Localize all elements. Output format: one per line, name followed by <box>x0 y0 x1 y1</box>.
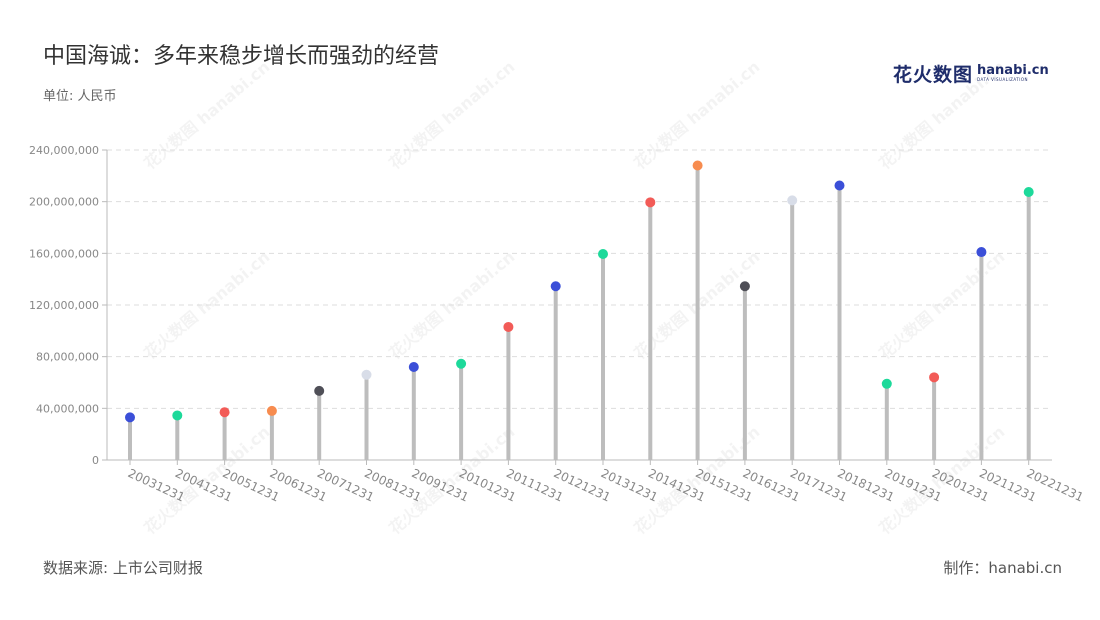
lollipop-dot <box>125 412 135 423</box>
lollipop-dot <box>503 321 514 332</box>
chart-title: 中国海诚：多年来稳步增长而强劲的经营 <box>43 44 440 69</box>
y-tick-label: 0 <box>92 454 99 467</box>
lollipop-dot <box>361 369 372 380</box>
y-axis: 0 40,000,000 80,000,000 120,000,000 160,000,… <box>29 144 108 467</box>
y-tick-label: 120,000,000 <box>29 299 99 312</box>
lollipop-dot <box>881 378 892 389</box>
y-tick-label: 160,000,000 <box>29 247 99 260</box>
maker-label: 制作：hanabi.cn <box>943 559 1062 577</box>
watermark-text: 花火数图 hanabi.cn <box>140 57 273 173</box>
lollipop-dot <box>976 247 987 258</box>
lollipop-dot <box>692 160 703 171</box>
data-marks <box>125 160 1034 460</box>
lollipop-dot <box>598 248 608 259</box>
lollipop-dot <box>219 407 230 418</box>
lollipop-dot <box>456 358 467 369</box>
unit-label: 单位: 人民币 <box>43 89 117 104</box>
lollipop-dot <box>314 385 325 396</box>
brand-en-block: hanabi.cn DATA VISUALIZATION <box>977 64 1049 83</box>
y-tick-label: 80,000,000 <box>36 351 99 364</box>
y-tick-label: 240,000,000 <box>29 144 99 157</box>
brand-en-text: hanabi.cn <box>977 63 1049 78</box>
lollipop-dot <box>787 195 798 206</box>
grid-lines <box>107 149 1052 409</box>
watermark-text: 花火数图 hanabi.cn <box>385 422 518 538</box>
source-label: 数据来源: 上市公司财报 <box>43 559 203 577</box>
lollipop-dot <box>172 410 183 421</box>
lollipop-dot <box>929 372 940 383</box>
watermark-text: 花火数图 hanabi.cn <box>875 247 1008 363</box>
watermark-text: 花火数图 hanabi.cn <box>385 57 518 173</box>
lollipop-dot <box>1023 186 1034 197</box>
brand-logo: 花火数图 hanabi.cn DATA VISUALIZATION <box>893 60 1049 87</box>
lollipop-dot <box>408 362 419 372</box>
watermark-text: 花火数图 hanabi.cn <box>630 57 763 173</box>
watermark-layer: 花火数图 hanabi.cn 花火数图 hanabi.cn 花火数图 hanabi.… <box>140 57 1008 538</box>
brand-cn-text: 花火数图 <box>893 64 974 86</box>
y-tick-label: 200,000,000 <box>29 196 99 209</box>
y-tick-label: 40,000,000 <box>36 402 99 415</box>
lollipop-dot <box>834 180 845 191</box>
lollipop-dot <box>645 197 656 208</box>
x-axis: 2003123120041231200512312006123120071231… <box>107 459 1086 505</box>
lollipop-dot <box>739 281 750 292</box>
brand-sub-text: DATA VISUALIZATION <box>977 77 1029 82</box>
lollipop-dot <box>550 281 561 292</box>
lollipop-dot <box>266 405 277 416</box>
